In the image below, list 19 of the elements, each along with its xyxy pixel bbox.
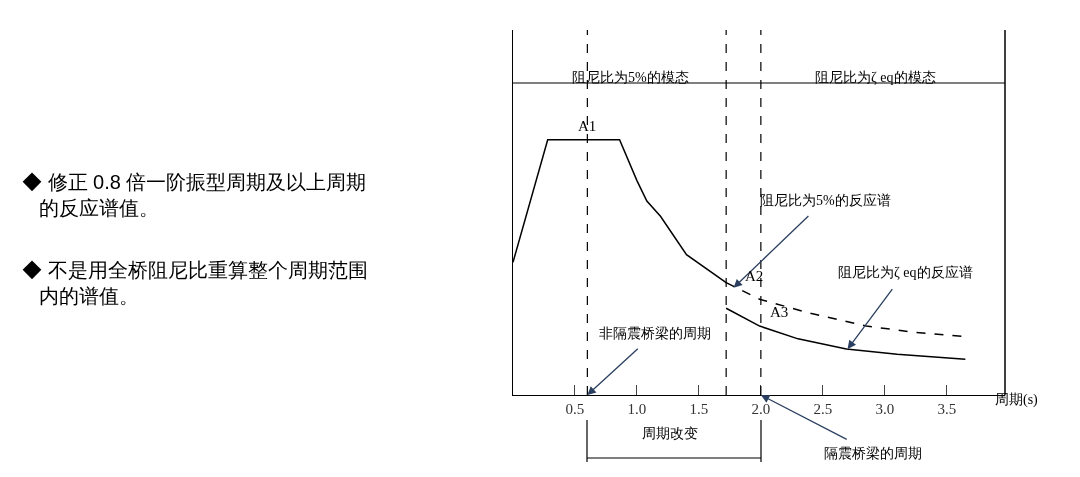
- x-tick-label: 1.5: [689, 401, 709, 417]
- x-tick-label: 2.0: [751, 401, 771, 417]
- x-tick-label: 0.5: [565, 401, 585, 417]
- text: 阻尼比为5%的模态: [572, 70, 689, 85]
- annotation: A3: [770, 304, 789, 320]
- annotation: A2: [745, 268, 764, 284]
- annotation: 阻尼比为5%的反应谱: [760, 193, 891, 208]
- annotation: A1: [578, 118, 597, 134]
- x-tick-label: 3.0: [875, 401, 895, 417]
- text: 隔震桥梁的周期: [824, 446, 922, 461]
- x-tick-label: 3.5: [937, 401, 957, 417]
- annotation: 阻尼比为ζ eq的反应谱: [838, 265, 973, 280]
- x-tick-label: 1.0: [627, 401, 647, 417]
- x-tick-label: 2.5: [813, 401, 833, 417]
- text: 阻尼比为ζ eq的模态: [815, 70, 936, 85]
- text: ◆ 修正 0.8 倍一阶振型周期及以上周期的反应谱值。: [22, 171, 367, 219]
- annotation: 非隔震桥梁的周期: [599, 326, 711, 341]
- text: 周期改变: [642, 426, 698, 441]
- text: ◆ 不是用全桥阻尼比重算整个周期范围内的谱值。: [22, 259, 368, 307]
